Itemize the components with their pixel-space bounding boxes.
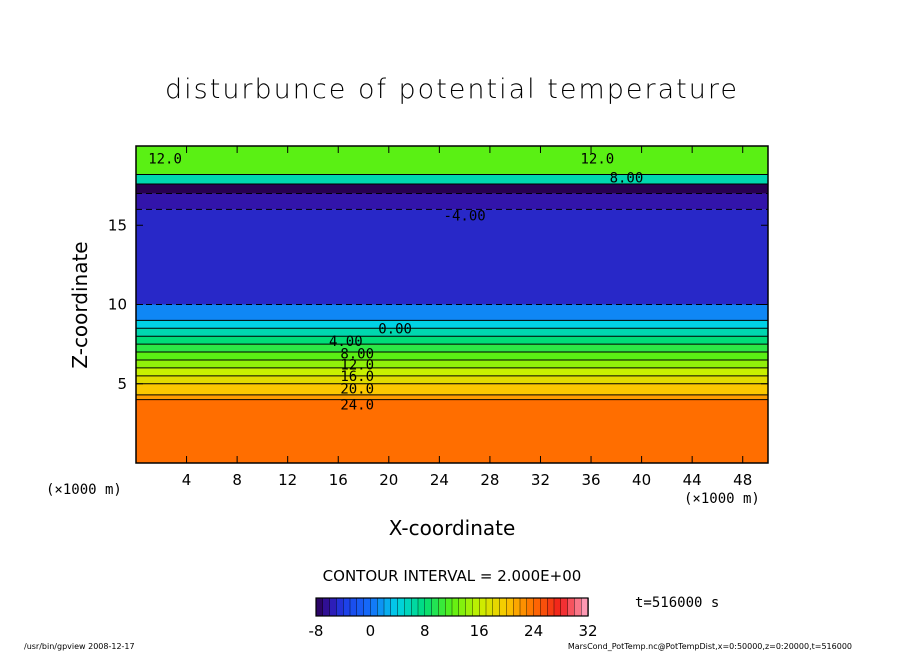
colorbar-tick-label: 0	[366, 622, 376, 640]
colorbar-cell	[547, 597, 555, 617]
x-tick-label: 32	[531, 471, 550, 489]
colorbar-cell	[438, 597, 446, 617]
colorbar-cell	[553, 597, 562, 617]
colorbar-cell	[526, 597, 535, 617]
colorbar-cell	[540, 597, 548, 617]
x-tick-label: 28	[480, 471, 499, 489]
colorbar-tick-label: 32	[578, 622, 597, 640]
colorbar-cell	[465, 597, 474, 617]
colorbar-cell	[363, 597, 372, 617]
colorbar-tick-label: 16	[470, 622, 489, 640]
field-layer-15	[136, 174, 768, 185]
colorbar-cell	[383, 597, 392, 617]
field-layer-16	[136, 146, 768, 175]
colorbar-cell	[377, 597, 385, 617]
contour-label: 8.00	[610, 171, 644, 187]
field-layer-6	[136, 352, 768, 360]
colorbar-cell	[424, 597, 433, 617]
x-tick-label: 12	[278, 471, 297, 489]
x-unit-right: (×1000 m)	[684, 491, 760, 507]
contour-label: -4.00	[444, 209, 486, 225]
contour-label: 0.00	[378, 321, 412, 337]
colorbar-cell	[574, 597, 582, 617]
colorbar-cell	[533, 597, 542, 617]
footer-right: MarsCond_PotTemp.nc@PotTempDist,x=0:5000…	[567, 642, 852, 651]
colorbar-cell	[458, 597, 467, 617]
x-tick-label: 44	[683, 471, 702, 489]
colorbar-tick-label: -8	[309, 622, 324, 640]
colorbar-cell	[336, 597, 344, 617]
contour-label: 12.0	[340, 358, 374, 374]
field-layer-7	[136, 344, 768, 353]
colorbar-cell	[519, 597, 528, 617]
contour-label: 8.00	[340, 347, 374, 363]
contour-label: 24.0	[340, 397, 374, 413]
colorbar-cell	[411, 597, 419, 617]
x-unit-left: (×1000 m)	[46, 482, 122, 498]
y-tick-label: 5	[117, 375, 127, 393]
x-tick-label: 40	[632, 471, 651, 489]
colorbar-cell	[513, 597, 521, 617]
colorbar-cell	[451, 597, 460, 617]
field-layer-8	[136, 336, 768, 345]
colorbar-cell	[390, 597, 399, 617]
field-layer-0	[136, 399, 768, 463]
x-tick-label: 24	[430, 471, 449, 489]
colorbar-cell	[560, 597, 569, 617]
x-tick-label: 8	[232, 471, 242, 489]
colorbar-cell	[485, 597, 494, 617]
colorbar-cell	[356, 597, 365, 617]
colorbar-cell	[397, 597, 406, 617]
colorbar-frame	[315, 597, 589, 617]
field-layer-13	[136, 193, 768, 210]
chart-title: disturbunce of potential temperature	[165, 74, 739, 105]
colorbar-cell	[370, 597, 378, 617]
colorbar-cell	[315, 597, 324, 617]
field-layer-14	[136, 184, 768, 194]
y-tick-label: 10	[108, 296, 127, 314]
x-axis-label: X-coordinate	[388, 516, 516, 540]
contour-interval-text: CONTOUR INTERVAL = 2.000E+00	[322, 567, 582, 585]
colorbar-cell	[506, 597, 514, 617]
field-layer-10	[136, 320, 768, 329]
x-tick-label: 36	[581, 471, 600, 489]
field-layer-2	[136, 383, 768, 395]
contour-label: 20.0	[340, 382, 374, 398]
colorbar-cell	[343, 597, 351, 617]
x-tick-label: 16	[329, 471, 348, 489]
x-tick-label: 4	[182, 471, 192, 489]
footer-left: /usr/bin/gpview 2008-12-17	[24, 642, 135, 651]
field-layer-12	[136, 209, 768, 305]
time-text: t=516000 s	[635, 595, 720, 611]
colorbar-cell	[404, 597, 412, 617]
field-layer-1	[136, 394, 768, 400]
colorbar-cell	[329, 597, 338, 617]
x-tick-label: 48	[733, 471, 752, 489]
colorbar-cell	[322, 597, 331, 617]
colorbar-cell	[472, 597, 480, 617]
contour-label: 4.00	[329, 334, 363, 350]
field-layer-5	[136, 359, 768, 368]
contour-label: 16.0	[340, 369, 374, 385]
contour-label: 12.0	[148, 152, 182, 168]
colorbar-cell	[499, 597, 508, 617]
colorbar-tick-label: 8	[420, 622, 430, 640]
field-layer-9	[136, 328, 768, 337]
colorbar-cell	[417, 597, 426, 617]
field-layer-11	[136, 304, 768, 321]
y-tick-label: 15	[108, 216, 127, 234]
contour-label: 12.0	[581, 152, 615, 168]
colorbar-cell	[567, 597, 576, 617]
field-layer-4	[136, 367, 768, 376]
x-tick-label: 20	[379, 471, 398, 489]
colorbar-cell	[445, 597, 453, 617]
colorbar-tick-label: 24	[524, 622, 543, 640]
colorbar-cell	[479, 597, 487, 617]
colorbar-cell	[431, 597, 440, 617]
colorbar-cell	[349, 597, 358, 617]
field-layer-3	[136, 375, 768, 384]
colorbar-cell	[492, 597, 501, 617]
